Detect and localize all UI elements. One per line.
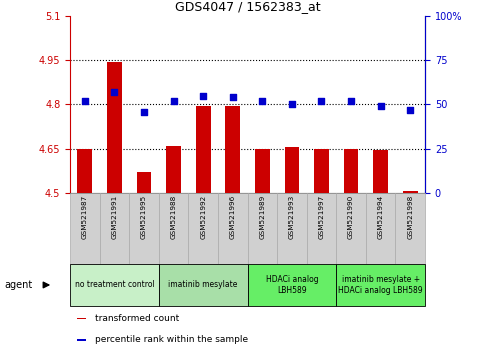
Bar: [366, 193, 396, 264]
Bar: [336, 193, 366, 264]
Bar: [403, 192, 418, 193]
Text: transformed count: transformed count: [95, 314, 179, 323]
Bar: [284, 147, 299, 193]
Bar: [226, 106, 240, 193]
Text: GSM521993: GSM521993: [289, 195, 295, 239]
Text: HDACi analog
LBH589: HDACi analog LBH589: [266, 275, 318, 295]
Bar: [99, 193, 129, 264]
Point: [377, 103, 384, 109]
Bar: [196, 106, 211, 193]
Bar: [248, 193, 277, 264]
Point: [170, 98, 177, 104]
Bar: [255, 149, 270, 193]
Text: GSM521994: GSM521994: [378, 195, 384, 239]
Point: [81, 98, 89, 104]
Bar: [336, 264, 425, 306]
Point: [347, 98, 355, 104]
Text: agent: agent: [5, 280, 33, 290]
Text: imatinib mesylate +
HDACi analog LBH589: imatinib mesylate + HDACi analog LBH589: [339, 275, 423, 295]
Text: GSM521998: GSM521998: [407, 195, 413, 239]
Bar: [248, 264, 336, 306]
Text: imatinib mesylate: imatinib mesylate: [169, 280, 238, 290]
Bar: [344, 149, 358, 193]
Bar: [129, 193, 159, 264]
Bar: [77, 318, 85, 319]
Bar: [159, 264, 248, 306]
Point: [140, 109, 148, 114]
Bar: [137, 172, 151, 193]
Text: GSM521995: GSM521995: [141, 195, 147, 239]
Bar: [277, 193, 307, 264]
Point: [288, 102, 296, 107]
Bar: [373, 150, 388, 193]
Point: [318, 98, 326, 104]
Bar: [77, 339, 85, 341]
Text: GSM521988: GSM521988: [170, 195, 177, 239]
Bar: [307, 193, 336, 264]
Bar: [107, 62, 122, 193]
Point: [111, 89, 118, 95]
Point: [406, 107, 414, 113]
Bar: [314, 149, 329, 193]
Bar: [159, 193, 188, 264]
Title: GDS4047 / 1562383_at: GDS4047 / 1562383_at: [175, 0, 320, 13]
Text: GSM521989: GSM521989: [259, 195, 265, 239]
Text: GSM521991: GSM521991: [112, 195, 117, 239]
Text: GSM521990: GSM521990: [348, 195, 354, 239]
Bar: [188, 193, 218, 264]
Bar: [166, 146, 181, 193]
Bar: [77, 149, 92, 193]
Text: GSM521997: GSM521997: [318, 195, 325, 239]
Text: GSM521992: GSM521992: [200, 195, 206, 239]
Point: [229, 95, 237, 100]
Text: GSM521987: GSM521987: [82, 195, 88, 239]
Bar: [218, 193, 248, 264]
Bar: [396, 193, 425, 264]
Text: no treatment control: no treatment control: [74, 280, 154, 290]
Point: [199, 93, 207, 98]
Bar: [70, 193, 99, 264]
Bar: [70, 264, 159, 306]
Text: GSM521996: GSM521996: [230, 195, 236, 239]
Point: [258, 98, 266, 104]
Text: percentile rank within the sample: percentile rank within the sample: [95, 335, 248, 344]
